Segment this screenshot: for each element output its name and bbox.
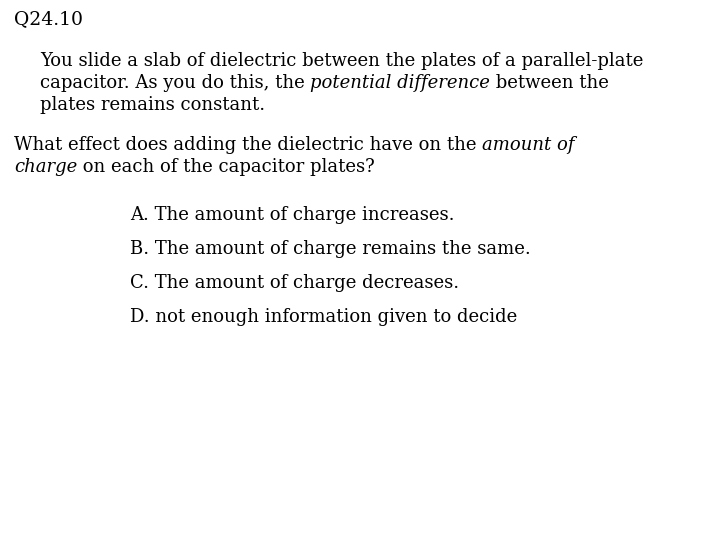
Text: You slide a slab of dielectric between the plates of a parallel-plate: You slide a slab of dielectric between t… [40,52,644,70]
Text: D. not enough information given to decide: D. not enough information given to decid… [130,308,517,326]
Text: potential difference: potential difference [310,74,490,92]
Text: B. The amount of charge remains the same.: B. The amount of charge remains the same… [130,240,531,258]
Text: Q24.10: Q24.10 [14,10,83,28]
Text: What effect does adding the dielectric have on the: What effect does adding the dielectric h… [14,136,482,153]
Text: amount of: amount of [482,136,575,153]
Text: capacitor. As you do this, the: capacitor. As you do this, the [40,74,310,92]
Text: between the: between the [490,74,609,92]
Text: charge: charge [14,158,77,176]
Text: plates remains constant.: plates remains constant. [40,96,265,114]
Text: on each of the capacitor plates?: on each of the capacitor plates? [77,158,375,176]
Text: C. The amount of charge decreases.: C. The amount of charge decreases. [130,274,459,292]
Text: A. The amount of charge increases.: A. The amount of charge increases. [130,206,454,224]
